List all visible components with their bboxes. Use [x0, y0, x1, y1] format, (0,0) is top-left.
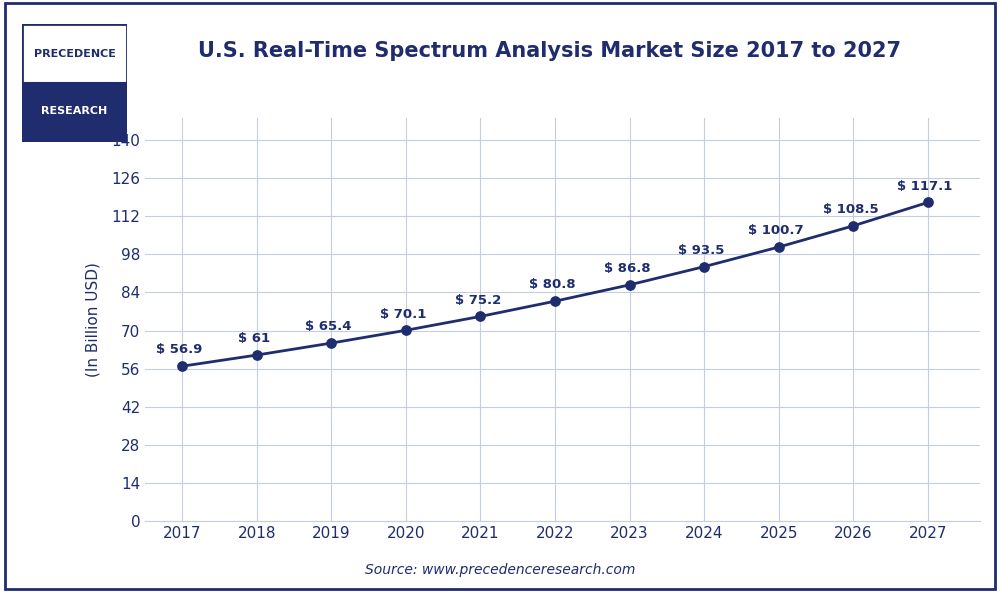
FancyBboxPatch shape [22, 24, 127, 83]
Text: $ 80.8: $ 80.8 [529, 278, 576, 291]
Text: $ 65.4: $ 65.4 [305, 320, 352, 333]
Text: $ 93.5: $ 93.5 [678, 244, 725, 257]
Text: U.S. Real-Time Spectrum Analysis Market Size 2017 to 2027: U.S. Real-Time Spectrum Analysis Market … [198, 41, 902, 62]
Text: $ 61: $ 61 [238, 332, 270, 345]
Text: $ 108.5: $ 108.5 [823, 203, 878, 216]
FancyBboxPatch shape [22, 83, 127, 142]
Text: $ 117.1: $ 117.1 [897, 180, 953, 193]
Text: $ 56.9: $ 56.9 [156, 343, 203, 356]
Y-axis label: (In Billion USD): (In Billion USD) [85, 262, 100, 377]
Text: $ 70.1: $ 70.1 [380, 308, 426, 320]
Text: PRECEDENCE: PRECEDENCE [34, 50, 115, 59]
Text: $ 100.7: $ 100.7 [748, 224, 804, 237]
Text: $ 86.8: $ 86.8 [604, 262, 650, 275]
Text: Source: www.precedenceresearch.com: Source: www.precedenceresearch.com [365, 563, 635, 577]
Text: $ 75.2: $ 75.2 [455, 294, 501, 307]
Text: RESEARCH: RESEARCH [41, 107, 108, 116]
